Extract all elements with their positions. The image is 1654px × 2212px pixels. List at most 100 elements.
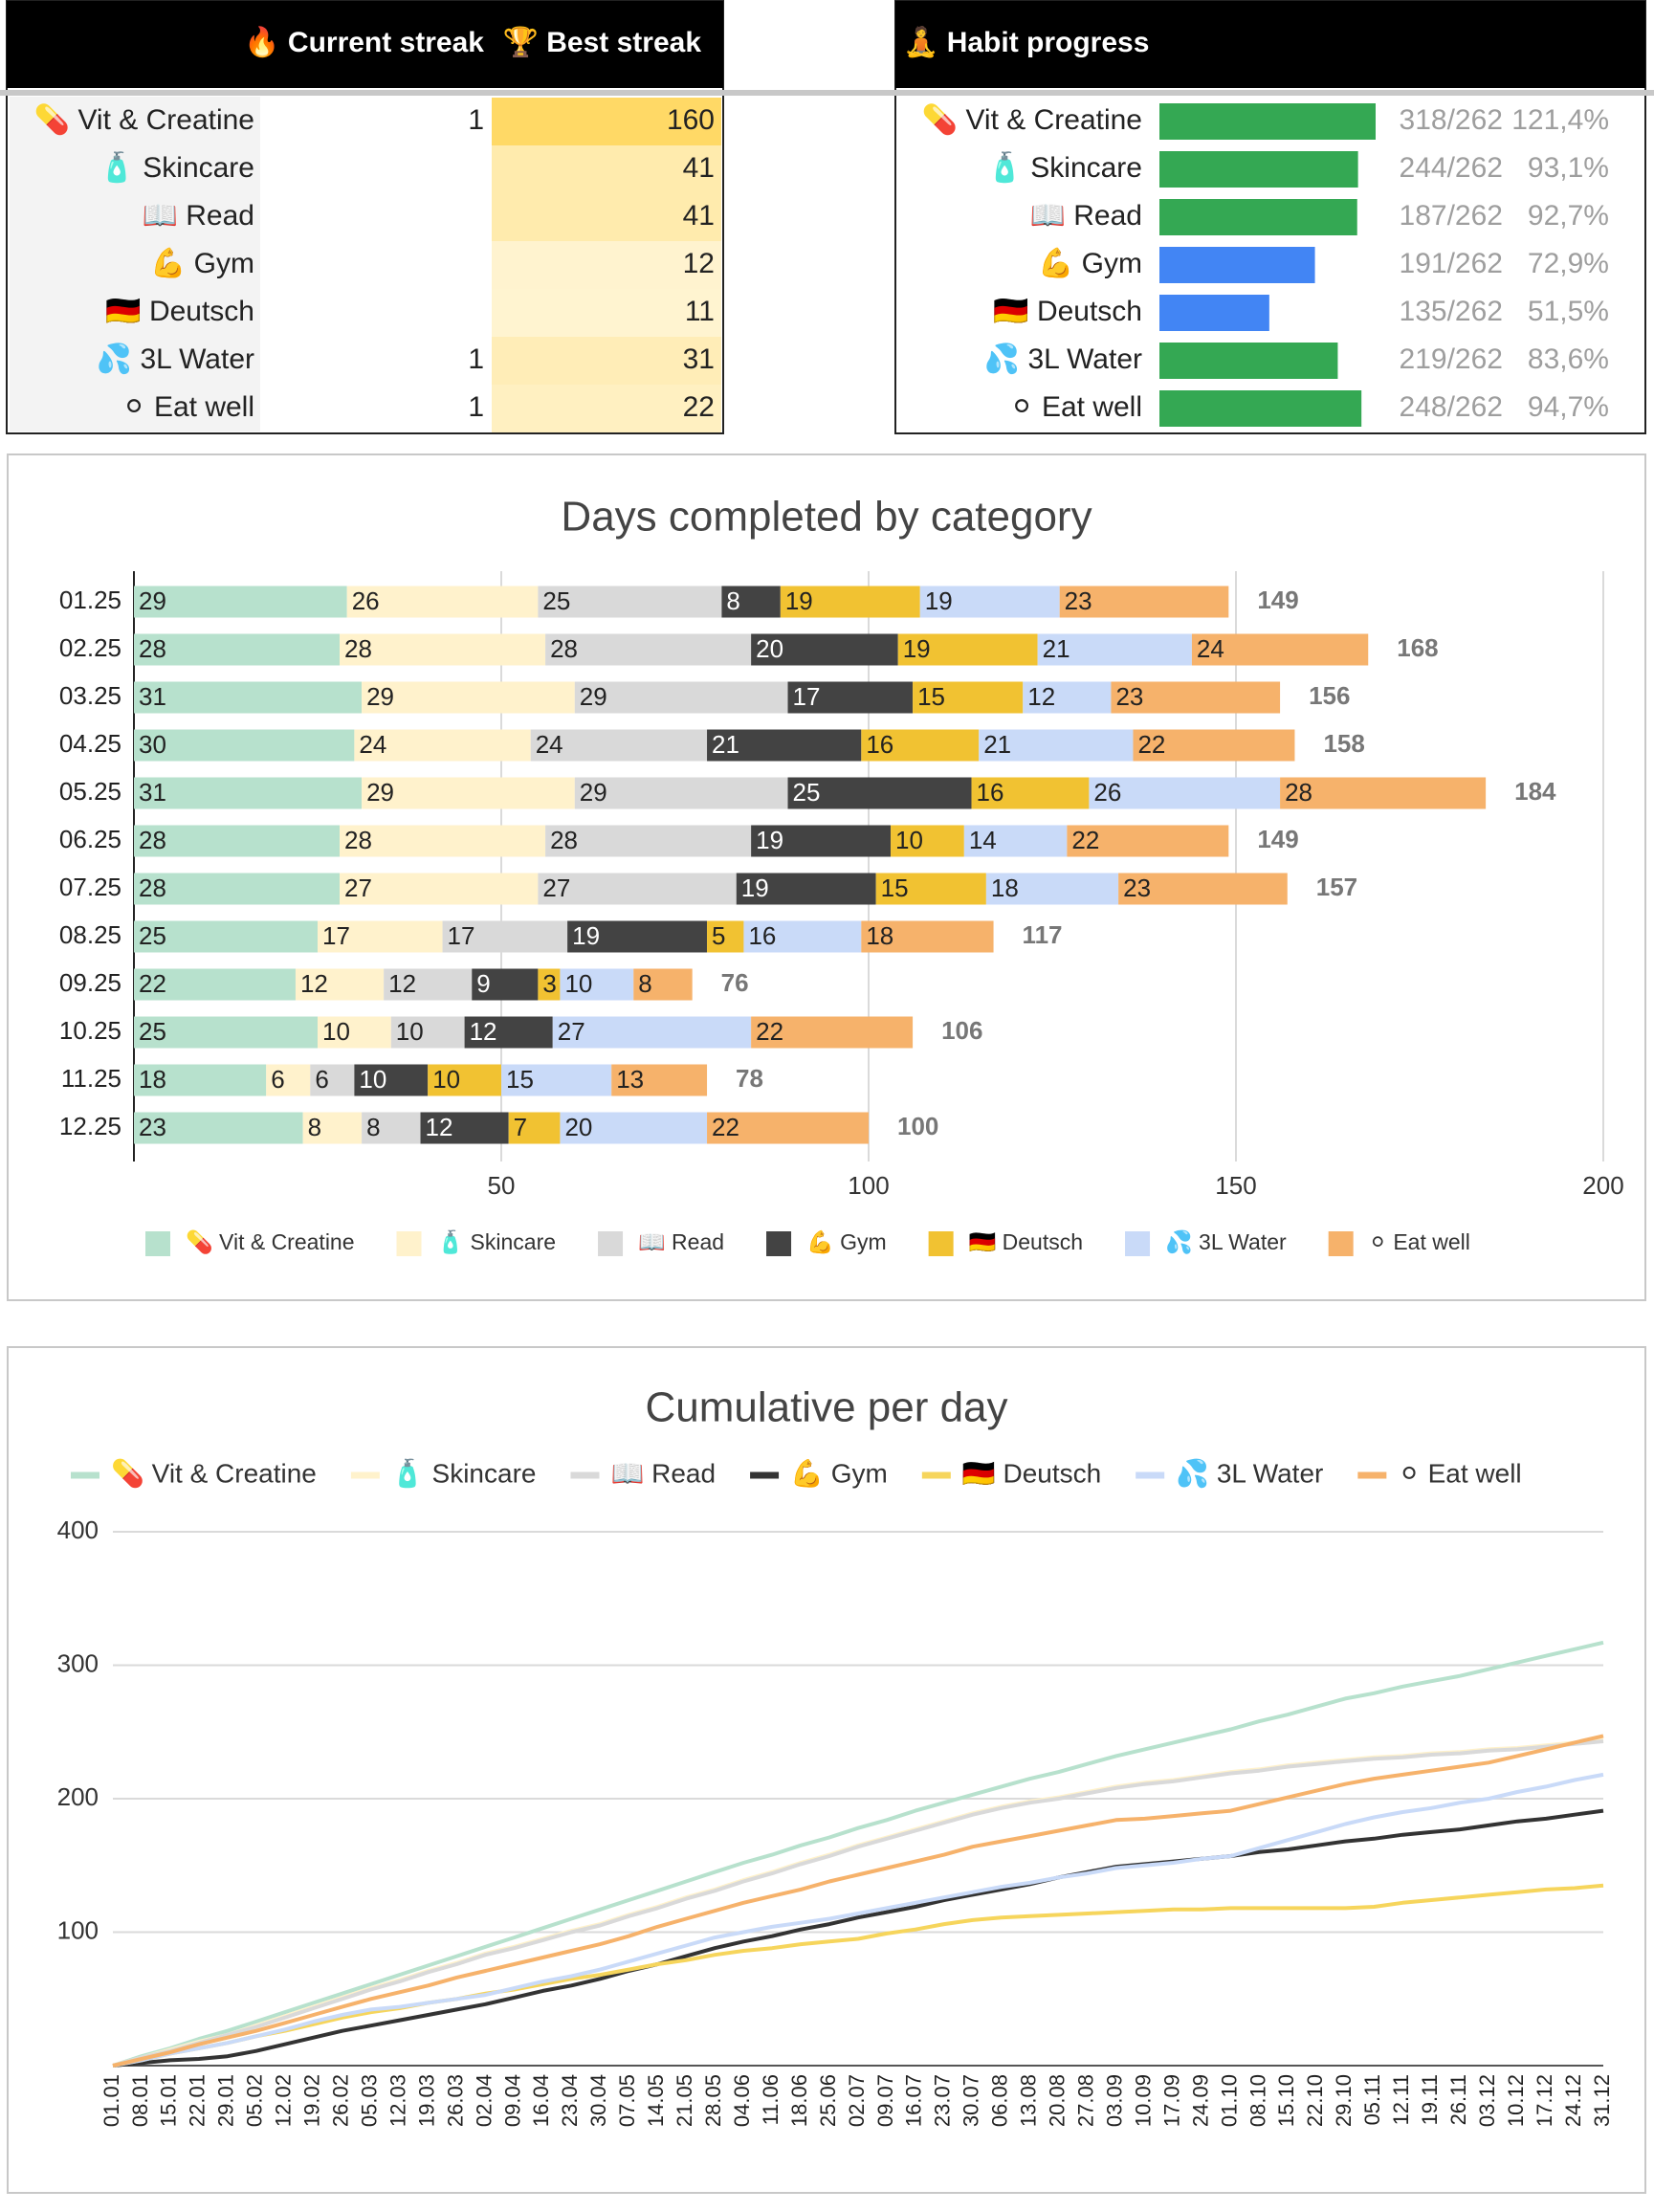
y-tick-label: 08.25 [59, 920, 121, 949]
segment-label: 28 [550, 826, 578, 854]
y-tick-label: 06.25 [59, 825, 121, 853]
progress-percent: 93,1% [1528, 152, 1609, 184]
bar-segment [384, 968, 473, 1001]
bar-segment [134, 633, 341, 666]
x-tick-label: 09.04 [500, 2074, 524, 2127]
x-tick-label: 01.10 [1217, 2074, 1241, 2127]
segment-label: 14 [969, 826, 997, 854]
bar-segment [501, 1064, 612, 1096]
progress-bar [1159, 295, 1269, 331]
y-tick-label: 200 [57, 1782, 99, 1811]
segment-label: 16 [748, 921, 776, 950]
bar-segment [574, 681, 788, 714]
segment-label: 16 [977, 778, 1004, 807]
series-line [112, 1640, 1604, 2068]
segment-label: 5 [712, 921, 725, 950]
best-streak: 160 [667, 104, 715, 136]
legend-swatch [145, 1231, 170, 1256]
y-tick-label: 11.25 [61, 1064, 121, 1093]
bar-segment [442, 920, 568, 953]
bar-segment [861, 920, 994, 953]
bar-segment [390, 1016, 465, 1049]
bar-segment [362, 1112, 421, 1144]
current-streak: 1 [468, 391, 484, 423]
bar-segment [560, 968, 634, 1001]
total-label: 156 [1309, 681, 1350, 710]
progress-title: 🧘 Habit progress [903, 25, 1149, 58]
x-tick-label: 100 [848, 1171, 889, 1200]
bar-segment [1089, 777, 1281, 809]
segment-label: 21 [983, 730, 1011, 759]
bar-segment [538, 873, 737, 905]
total-label: 106 [941, 1016, 982, 1045]
bar-segment [134, 968, 296, 1001]
x-tick-label: 17.09 [1159, 2074, 1183, 2127]
x-tick-label: 23.04 [558, 2074, 582, 2127]
x-tick-label: 24.09 [1188, 2074, 1212, 2127]
segment-label: 8 [308, 1113, 321, 1141]
bar-segment [538, 586, 722, 618]
habit-name: 📖 Read [1030, 200, 1142, 232]
habit-name: 💪 Gym [150, 246, 254, 279]
x-tick-label: 20.08 [1046, 2074, 1070, 2127]
segment-label: 28 [1285, 778, 1312, 807]
x-tick-label: 30.07 [959, 2074, 983, 2127]
bar-segment [362, 681, 575, 714]
legend-label: 📖 Read [638, 1229, 724, 1254]
segment-label: 30 [139, 730, 166, 759]
bar-segment [963, 825, 1068, 857]
x-tick-label: 22.10 [1303, 2074, 1327, 2127]
bar-segment [633, 968, 693, 1001]
progress-bar [1159, 151, 1358, 188]
progress-percent: 92,7% [1528, 200, 1609, 232]
segment-label: 29 [366, 682, 394, 711]
progress-ratio: 244/262 [1400, 152, 1503, 184]
progress-ratio: 191/262 [1400, 248, 1503, 279]
segment-label: 23 [139, 1113, 166, 1141]
bar-segment [508, 1112, 561, 1144]
legend-swatch [928, 1231, 954, 1256]
y-tick-label: 12.25 [59, 1112, 121, 1140]
y-tick-label: 05.25 [59, 777, 121, 806]
best-streak: 41 [683, 200, 715, 232]
segment-label: 20 [564, 1113, 592, 1141]
bar-segment [1037, 633, 1192, 666]
x-tick-label: 12.11 [1389, 2074, 1413, 2125]
legend-label: 🧴 Skincare [437, 1229, 557, 1255]
x-tick-label: 150 [1215, 1171, 1256, 1200]
progress-percent: 83,6% [1528, 343, 1609, 375]
segment-label: 17 [448, 921, 475, 950]
bar-segment [567, 920, 708, 953]
bar-segment [721, 586, 781, 618]
x-tick-label: 23.07 [931, 2074, 955, 2127]
segment-label: 26 [352, 586, 380, 615]
habit-name: 💪 Gym [1038, 246, 1142, 279]
bar-segment [919, 586, 1060, 618]
segment-label: 24 [359, 730, 386, 759]
legend-label: 🧴 Skincare [391, 1457, 537, 1489]
progress-bar [1159, 103, 1376, 140]
x-tick-label: 22.01 [186, 2074, 210, 2127]
bar-segment [420, 1112, 509, 1144]
segment-label: 22 [1137, 730, 1165, 759]
segment-label: 10 [564, 969, 592, 998]
bar-segment [707, 920, 744, 953]
bar-segment [787, 681, 914, 714]
bar-segment [340, 633, 546, 666]
legend-label: 💪 Gym [790, 1457, 888, 1489]
segment-label: 27 [542, 874, 570, 902]
segment-label: 22 [139, 969, 166, 998]
segment-label: 24 [536, 730, 563, 759]
x-tick-label: 50 [488, 1171, 516, 1200]
segment-label: 29 [580, 778, 607, 807]
x-tick-label: 11.06 [759, 2074, 783, 2125]
bar-segment [134, 1112, 303, 1144]
segment-label: 28 [139, 874, 166, 902]
x-tick-label: 26.03 [443, 2074, 467, 2127]
segment-label: 8 [726, 586, 739, 615]
bar-segment [985, 873, 1119, 905]
habit-name: 💊 Vit & Creatine [922, 101, 1142, 137]
x-tick-label: 10.12 [1504, 2074, 1528, 2127]
y-tick-label: 100 [57, 1915, 99, 1944]
segment-label: 24 [1197, 634, 1224, 663]
